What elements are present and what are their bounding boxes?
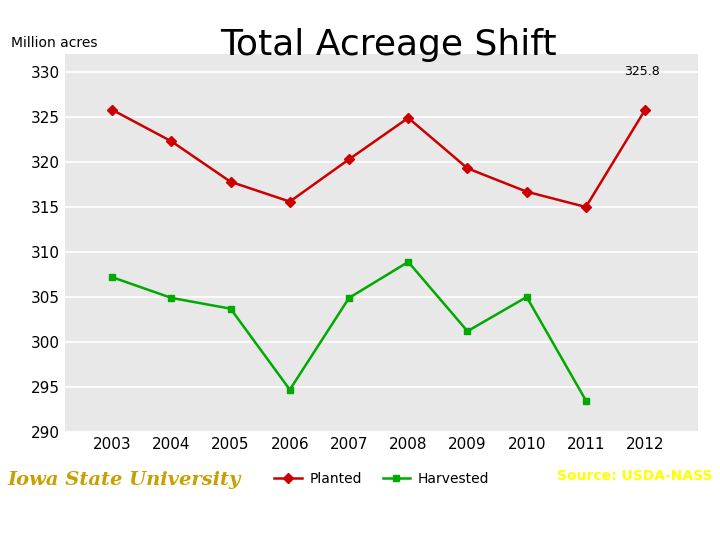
Legend: Planted, Harvested: Planted, Harvested bbox=[269, 466, 495, 491]
Text: 325.8: 325.8 bbox=[624, 65, 660, 78]
Text: Total Acreage Shift: Total Acreage Shift bbox=[220, 28, 557, 62]
Text: Source: USDA-NASS: Source: USDA-NASS bbox=[557, 469, 713, 483]
Text: Iowa State University: Iowa State University bbox=[7, 470, 240, 489]
Text: Extension and Outreach/Department of Economics: Extension and Outreach/Department of Eco… bbox=[7, 511, 290, 522]
Text: Million acres: Million acres bbox=[11, 36, 97, 50]
Text: Ag Decision Maker: Ag Decision Maker bbox=[521, 511, 713, 530]
